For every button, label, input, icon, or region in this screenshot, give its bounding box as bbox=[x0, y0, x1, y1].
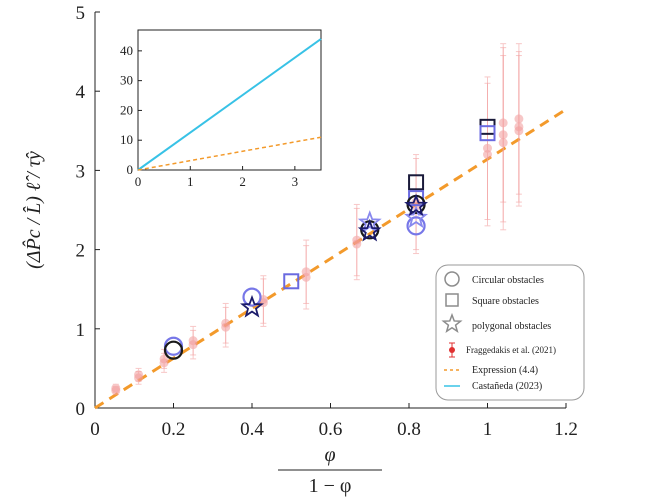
inset-x-tick-label: 3 bbox=[292, 174, 299, 189]
legend-box bbox=[435, 264, 585, 401]
inset-frame bbox=[137, 29, 322, 171]
x-label-numerator: φ bbox=[324, 444, 335, 466]
inset-y-tick-label: 0 bbox=[127, 162, 134, 177]
inset-y-tick-label: 30 bbox=[120, 73, 133, 88]
y-tick-label: 3 bbox=[76, 161, 86, 182]
star-marker bbox=[357, 218, 382, 242]
inset-y-tick-label: 40 bbox=[120, 43, 133, 58]
square-marker bbox=[479, 125, 496, 142]
x-tick-label: 0.4 bbox=[240, 419, 264, 440]
legend-label-expression: Expression (4.4) bbox=[472, 365, 538, 376]
circle-marker bbox=[242, 287, 262, 307]
inset-x-tick-label: 1 bbox=[187, 174, 194, 189]
legend-square-icon bbox=[445, 293, 459, 307]
square-marker bbox=[283, 273, 300, 290]
fraggedakis-point bbox=[258, 278, 268, 327]
x-label-denominator: 1 − φ bbox=[309, 475, 352, 497]
circle-marker bbox=[163, 336, 184, 356]
legend-star-icon bbox=[441, 312, 463, 334]
x-tick-label: 0 bbox=[90, 419, 100, 440]
legend: Circular obstacles Square obstacles poly… bbox=[435, 264, 585, 401]
legend-item-expression: Expression (4.4) bbox=[444, 365, 538, 376]
legend-label-square: Square obstacles bbox=[472, 296, 539, 307]
inset-x-ticks: 0 1 2 3 bbox=[135, 166, 298, 189]
legend-item-square: Square obstacles bbox=[445, 293, 539, 307]
y-tick-label: 1 bbox=[76, 320, 86, 341]
fraggedakis-point bbox=[483, 82, 492, 227]
fraggedakis-point bbox=[352, 207, 362, 281]
inset-y-tick-label: 20 bbox=[120, 102, 133, 117]
legend-item-castaneda: Castañeda (2023) bbox=[444, 381, 542, 392]
legend-item-circular: Circular obstacles bbox=[444, 271, 544, 287]
inset-x-tick-label: 0 bbox=[135, 174, 142, 189]
y-tick-label: 2 bbox=[76, 241, 86, 262]
fraggedakis-point bbox=[498, 43, 508, 203]
x-tick-label: 1.2 bbox=[554, 419, 578, 440]
star-marker bbox=[404, 193, 429, 217]
x-tick-label: 0.6 bbox=[319, 419, 343, 440]
polygonal-obstacle-points bbox=[240, 193, 429, 318]
legend-dot-icon bbox=[449, 347, 455, 353]
inset-axes: 0 1 2 3 0 10 20 30 40 bbox=[120, 29, 322, 189]
inset-castaneda-line bbox=[137, 38, 322, 171]
star-marker bbox=[240, 294, 264, 318]
star-marker bbox=[404, 205, 429, 229]
fraggedakis-point bbox=[221, 306, 231, 348]
inset-y-ticks: 0 10 20 30 40 bbox=[120, 43, 142, 177]
inset-x-tick-label: 2 bbox=[239, 174, 246, 189]
inset-expression-line bbox=[137, 136, 322, 171]
x-tick-label: 0.2 bbox=[162, 419, 186, 440]
legend-circle-icon bbox=[444, 271, 460, 287]
circle-marker bbox=[406, 216, 426, 236]
circle-marker bbox=[163, 340, 184, 360]
legend-label-circular: Circular obstacles bbox=[472, 275, 544, 286]
legend-item-fraggedakis: Fraggedakis et al. (2021) bbox=[449, 342, 556, 358]
legend-label-castaneda: Castañeda (2023) bbox=[472, 381, 542, 392]
x-tick-label: 1 bbox=[483, 419, 493, 440]
square-marker bbox=[408, 174, 425, 191]
x-tick-label: 0.8 bbox=[397, 419, 421, 440]
fraggedakis-point bbox=[134, 371, 144, 385]
y-tick-label: 4 bbox=[76, 82, 86, 103]
legend-label-fraggedakis: Fraggedakis et al. (2021) bbox=[466, 345, 556, 355]
inset-y-tick-label: 10 bbox=[120, 132, 133, 147]
y-tick-label: 5 bbox=[76, 3, 86, 24]
y-label-text: (ΔP̂c / L̂) ℓ̂ / τ̂y bbox=[22, 151, 45, 269]
fraggedakis-point bbox=[111, 386, 121, 396]
fraggedakis-point bbox=[514, 43, 524, 195]
legend-item-polygonal: polygonal obstacles bbox=[441, 312, 551, 334]
circular-obstacle-points bbox=[163, 194, 426, 360]
x-ticks: 0 0.2 0.4 0.6 0.8 1 1.2 bbox=[90, 403, 578, 440]
y-tick-label: 0 bbox=[76, 399, 86, 420]
y-axis-label: (ΔP̂c / L̂) ℓ̂ / τ̂y bbox=[22, 151, 45, 269]
y-ticks: 0 1 2 3 4 5 bbox=[76, 3, 100, 420]
x-axis-label: φ 1 − φ bbox=[278, 444, 382, 497]
legend-label-polygonal: polygonal obstacles bbox=[472, 321, 551, 332]
star-marker bbox=[357, 210, 382, 233]
fraggedakis-point bbox=[188, 329, 198, 360]
fraggedakis-point bbox=[301, 245, 311, 310]
